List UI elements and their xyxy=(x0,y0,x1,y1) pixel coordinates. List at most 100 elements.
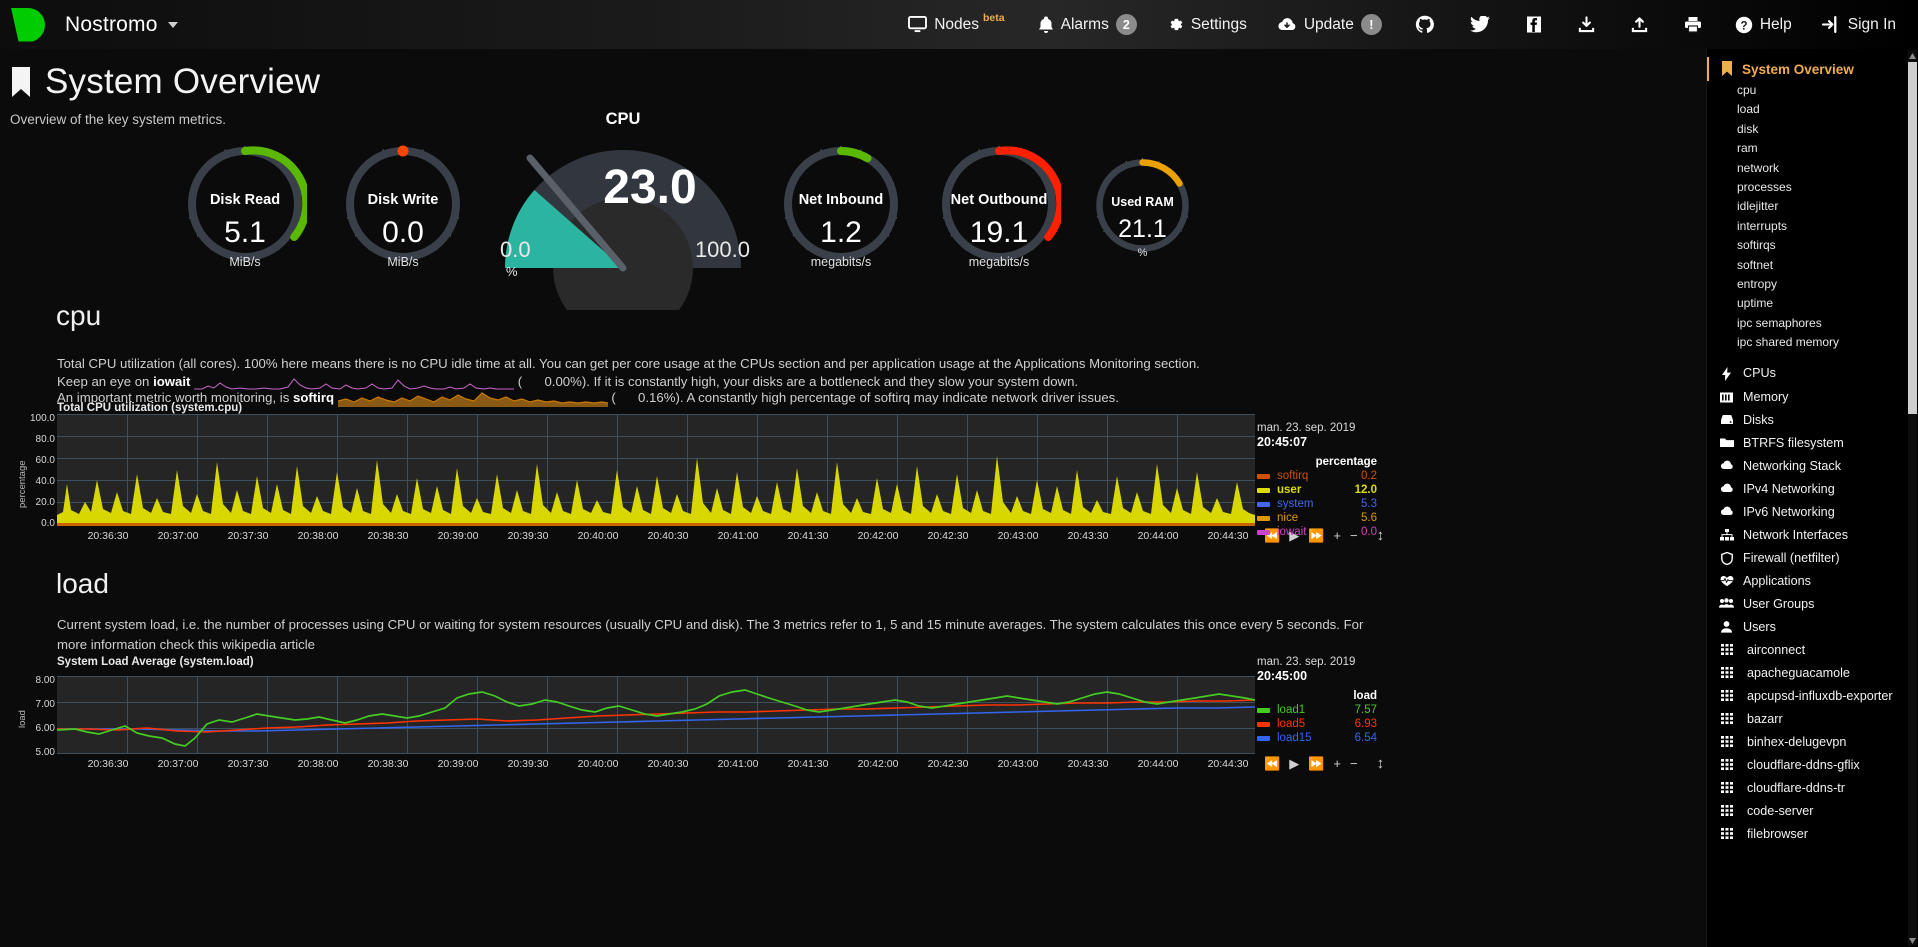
sidebar-item-cloudflare-ddns-gflix[interactable]: cloudflare-ddns-gflix xyxy=(1707,754,1918,777)
scroll-down-arrow[interactable] xyxy=(1908,935,1917,946)
cpu-chart-plot[interactable] xyxy=(57,414,1255,526)
scrollbar-thumb[interactable] xyxy=(1908,62,1917,414)
xtick: 20:39:00 xyxy=(437,530,479,542)
nav-alarms[interactable]: Alarms 2 xyxy=(1023,0,1152,49)
nav-twitter[interactable] xyxy=(1452,0,1508,49)
chart-cpu[interactable]: Total CPU utilization (system.cpu) perce… xyxy=(17,402,1384,552)
load-chart-play-button[interactable]: ▶ xyxy=(1289,756,1300,771)
sidebar-item-airconnect[interactable]: airconnect xyxy=(1707,639,1918,662)
sidebar-item-softirqs[interactable]: softirqs xyxy=(1737,238,1776,253)
sidebar-item-firewall-netfilter[interactable]: Firewall (netfilter) xyxy=(1707,547,1918,570)
sidebar-item-apacheguacamole[interactable]: apacheguacamole xyxy=(1707,662,1918,685)
github-icon xyxy=(1415,15,1434,33)
sidebar-item-interrupts[interactable]: interrupts xyxy=(1737,218,1788,233)
nav-github[interactable] xyxy=(1397,0,1452,49)
gauge-cpu[interactable]: CPU 23.0 0.0 % 100.0 xyxy=(492,110,754,310)
chart-load[interactable]: System Load Average (system.load) load 8… xyxy=(17,656,1384,776)
legend-row[interactable]: load5 6.93 xyxy=(1257,718,1377,730)
legend-row[interactable]: system 5.3 xyxy=(1257,498,1377,510)
load-chart-forward-button[interactable]: ⏩ xyxy=(1308,756,1325,771)
sidebar-item-ipc-semaphores[interactable]: ipc semaphores xyxy=(1737,315,1822,330)
nav-update[interactable]: Update ! xyxy=(1262,0,1397,49)
load-chart-zoom-in-button[interactable]: + xyxy=(1333,756,1341,771)
sidebar-item-network[interactable]: network xyxy=(1737,160,1780,175)
load-chart-resize-handle[interactable]: ↕ xyxy=(1376,755,1385,772)
sidebar-item-cloudflare-ddns-tr[interactable]: cloudflare-ddns-tr xyxy=(1707,777,1918,800)
page-scrollbar[interactable] xyxy=(1908,50,1917,946)
sidebar-item-network-interfaces[interactable]: Network Interfaces xyxy=(1707,524,1918,547)
sidebar-item-idlejitter[interactable]: idlejitter xyxy=(1737,199,1779,214)
sidebar-item-filebrowser[interactable]: filebrowser xyxy=(1707,823,1918,846)
sidebar-item-bazarr[interactable]: bazarr xyxy=(1707,708,1918,731)
gauge-used-ram[interactable]: Used RAM 21.1 % xyxy=(1092,155,1193,259)
sidebar-item-load[interactable]: load xyxy=(1737,102,1760,117)
nav-signin[interactable]: Sign In xyxy=(1807,0,1918,49)
sidebar-item-cpus[interactable]: CPUs xyxy=(1707,362,1918,386)
gauge-disk-read[interactable]: Disk Read 5.1 MiB/s xyxy=(183,142,311,269)
legend-name-system: system xyxy=(1277,498,1314,510)
cpu-chart-play-button[interactable]: ▶ xyxy=(1289,528,1300,543)
cpu-chart-forward-button[interactable]: ⏩ xyxy=(1308,528,1325,543)
sidebar-item-code-server[interactable]: code-server xyxy=(1707,800,1918,823)
sidebar-label: filebrowser xyxy=(1747,827,1808,842)
nav-nodes[interactable]: Nodes beta xyxy=(893,0,1022,49)
cpu-chart-zoom-out-button[interactable]: − xyxy=(1349,528,1358,543)
cpu-chart-resize-handle[interactable]: ↕ xyxy=(1376,527,1385,544)
sidebar-item-btrfs-filesystem[interactable]: BTRFS filesystem xyxy=(1707,432,1918,455)
load-chart-plot[interactable] xyxy=(57,676,1255,754)
netdata-logo[interactable] xyxy=(11,7,45,42)
sidebar-item-ipv6-networking[interactable]: IPv6 Networking xyxy=(1707,501,1918,524)
legend-row[interactable]: softirq 0.2 xyxy=(1257,470,1377,482)
cpu-description-line1: Total CPU utilization (all cores). 100% … xyxy=(57,356,1200,371)
gauge-disk-write[interactable]: Disk Write 0.0 MiB/s xyxy=(341,142,465,269)
update-alert-badge: ! xyxy=(1360,14,1382,35)
legend-row[interactable]: iowait 0.0 xyxy=(1257,526,1377,538)
cpu-chart-zoom-in-button[interactable]: + xyxy=(1333,528,1341,543)
sidebar-item-networking-stack[interactable]: Networking Stack xyxy=(1707,455,1918,478)
net-inbound-value: 1.2 xyxy=(820,216,862,249)
sidebar-item-disk[interactable]: disk xyxy=(1737,121,1759,136)
nav-export[interactable] xyxy=(1613,0,1666,49)
load-chart-rewind-button[interactable]: ⏪ xyxy=(1264,756,1281,771)
gauge-net-inbound[interactable]: Net Inbound 1.2 megabits/s xyxy=(779,142,903,269)
legend-row[interactable]: nice 5.6 xyxy=(1257,512,1377,524)
load-chart-controls[interactable]: ⏪ ▶ ⏩ + − ↕ xyxy=(1264,756,1384,771)
gear-icon xyxy=(1170,18,1183,31)
sidebar-item-users[interactable]: Users xyxy=(1707,616,1918,639)
ytick: 60.0 xyxy=(35,455,55,466)
nav-settings[interactable]: Settings xyxy=(1152,0,1262,49)
legend-row[interactable]: load1 7.57 xyxy=(1257,704,1377,716)
sidebar-label: IPv4 Networking xyxy=(1743,482,1835,497)
cpu-chart-controls[interactable]: ⏪ ▶ ⏩ + − ↕ xyxy=(1264,528,1384,543)
nav-import[interactable] xyxy=(1560,0,1613,49)
disk-read-label: Disk Read xyxy=(209,192,281,208)
xtick: 20:39:30 xyxy=(507,530,549,542)
sidebar-item-user-groups[interactable]: User Groups xyxy=(1707,593,1918,616)
sidebar-item-apcupsd-influxdb-exporter[interactable]: apcupsd-influxdb-exporter xyxy=(1707,685,1918,708)
host-name[interactable]: Nostromo xyxy=(65,12,158,36)
load-chart-zoom-out-button[interactable]: − xyxy=(1349,756,1358,771)
right-sidebar[interactable]: System Overview cpu load disk ram networ… xyxy=(1706,49,1918,947)
sidebar-item-memory[interactable]: Memory xyxy=(1707,386,1918,409)
sidebar-item-ram[interactable]: ram xyxy=(1737,141,1758,156)
legend-row[interactable]: load15 6.54 xyxy=(1257,732,1377,744)
sidebar-label: apcupsd-influxdb-exporter xyxy=(1747,689,1893,704)
sidebar-item-applications[interactable]: Applications xyxy=(1707,570,1918,593)
sidebar-item-disks[interactable]: Disks xyxy=(1707,409,1918,432)
nav-print[interactable] xyxy=(1666,0,1720,49)
nav-facebook[interactable] xyxy=(1508,0,1560,49)
sidebar-item-processes[interactable]: processes xyxy=(1737,180,1792,195)
sidebar-item-ipc-shared-memory[interactable]: ipc shared memory xyxy=(1737,335,1840,350)
legend-row[interactable]: user 12.0 xyxy=(1257,484,1377,496)
sidebar-item-uptime[interactable]: uptime xyxy=(1737,296,1774,311)
sidebar-item-entropy[interactable]: entropy xyxy=(1737,277,1778,292)
chevron-down-icon[interactable] xyxy=(167,21,178,28)
sidebar-item-binhex-delugevpn[interactable]: binhex-delugevpn xyxy=(1707,731,1918,754)
gauge-net-outbound[interactable]: Net Outbound 19.1 megabits/s xyxy=(937,142,1065,269)
sidebar-item-ipv4-networking[interactable]: IPv4 Networking xyxy=(1707,478,1918,501)
nav-help[interactable]: ? Help xyxy=(1720,0,1807,49)
scroll-up-arrow[interactable] xyxy=(1908,50,1917,61)
sidebar-item-cpu[interactable]: cpu xyxy=(1737,83,1757,97)
sidebar-item-system-overview[interactable]: System Overview xyxy=(1707,57,1918,81)
sidebar-item-softnet[interactable]: softnet xyxy=(1737,257,1774,272)
